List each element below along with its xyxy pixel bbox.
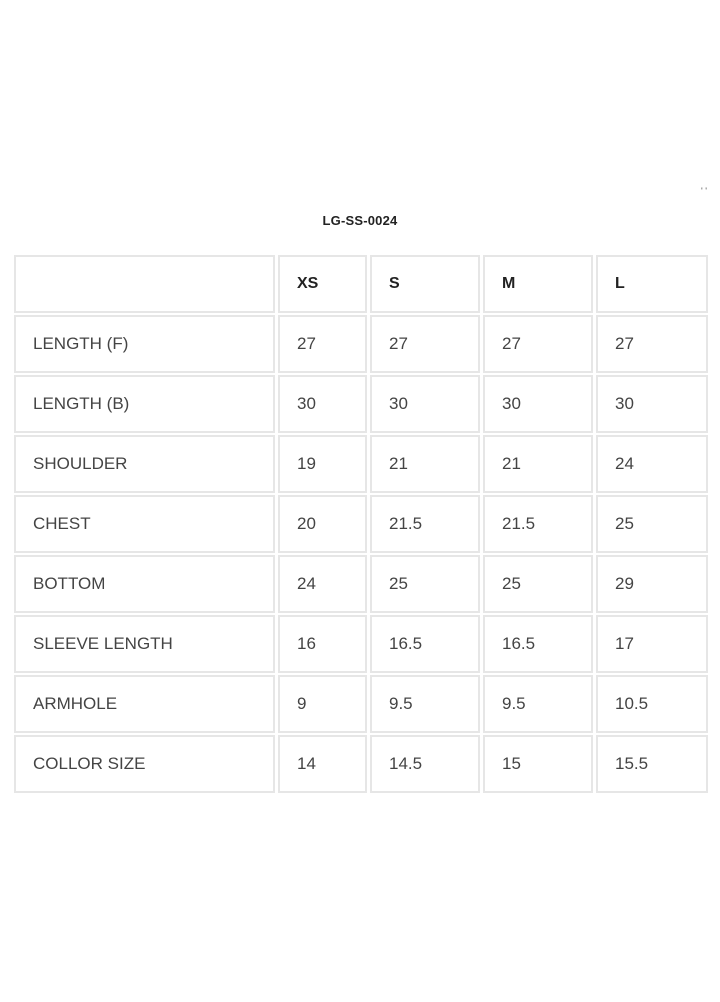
measurement-cell: 30 <box>278 375 367 433</box>
row-label: SHOULDER <box>14 435 275 493</box>
measurement-cell: 25 <box>483 555 593 613</box>
row-label: ARMHOLE <box>14 675 275 733</box>
measurement-cell: 16.5 <box>370 615 480 673</box>
measurement-cell: 9.5 <box>483 675 593 733</box>
measurement-cell: 14 <box>278 735 367 793</box>
measurement-cell: 19 <box>278 435 367 493</box>
row-label: COLLOR SIZE <box>14 735 275 793</box>
measurement-cell: 15.5 <box>596 735 708 793</box>
measurement-cell: 10.5 <box>596 675 708 733</box>
row-label: BOTTOM <box>14 555 275 613</box>
measurement-cell: 21.5 <box>483 495 593 553</box>
measurement-cell: 14.5 <box>370 735 480 793</box>
row-label: LENGTH (B) <box>14 375 275 433</box>
measurement-cell: 16 <box>278 615 367 673</box>
row-label: CHEST <box>14 495 275 553</box>
measurement-cell: 9 <box>278 675 367 733</box>
measurement-cell: 9.5 <box>370 675 480 733</box>
chart-title: LG-SS-0024 <box>322 213 398 228</box>
corner-mark: ' ' <box>701 186 707 196</box>
measurement-cell: 20 <box>278 495 367 553</box>
measurement-cell: 17 <box>596 615 708 673</box>
row-label: SLEEVE LENGTH <box>14 615 275 673</box>
measurement-cell: 30 <box>370 375 480 433</box>
measurement-cell: 29 <box>596 555 708 613</box>
measurement-cell: 16.5 <box>483 615 593 673</box>
measurement-cell: 27 <box>596 315 708 373</box>
header-cell-size: XS <box>278 255 367 313</box>
measurement-cell: 27 <box>483 315 593 373</box>
measurement-cell: 15 <box>483 735 593 793</box>
measurement-cell: 27 <box>278 315 367 373</box>
size-chart-table: XS S M L LENGTH (F) 27 27 27 27 LENGTH (B) 30 30 30 3… <box>14 255 708 793</box>
measurement-cell: 25 <box>596 495 708 553</box>
measurement-cell: 21 <box>483 435 593 493</box>
measurement-cell: 21.5 <box>370 495 480 553</box>
measurement-cell: 24 <box>596 435 708 493</box>
header-cell-size: M <box>483 255 593 313</box>
measurement-cell: 30 <box>596 375 708 433</box>
header-cell-size: S <box>370 255 480 313</box>
measurement-cell: 21 <box>370 435 480 493</box>
header-cell-size: L <box>596 255 708 313</box>
measurement-cell: 27 <box>370 315 480 373</box>
row-label: LENGTH (F) <box>14 315 275 373</box>
measurement-cell: 30 <box>483 375 593 433</box>
measurement-cell: 24 <box>278 555 367 613</box>
header-empty-cell <box>14 255 275 313</box>
measurement-cell: 25 <box>370 555 480 613</box>
